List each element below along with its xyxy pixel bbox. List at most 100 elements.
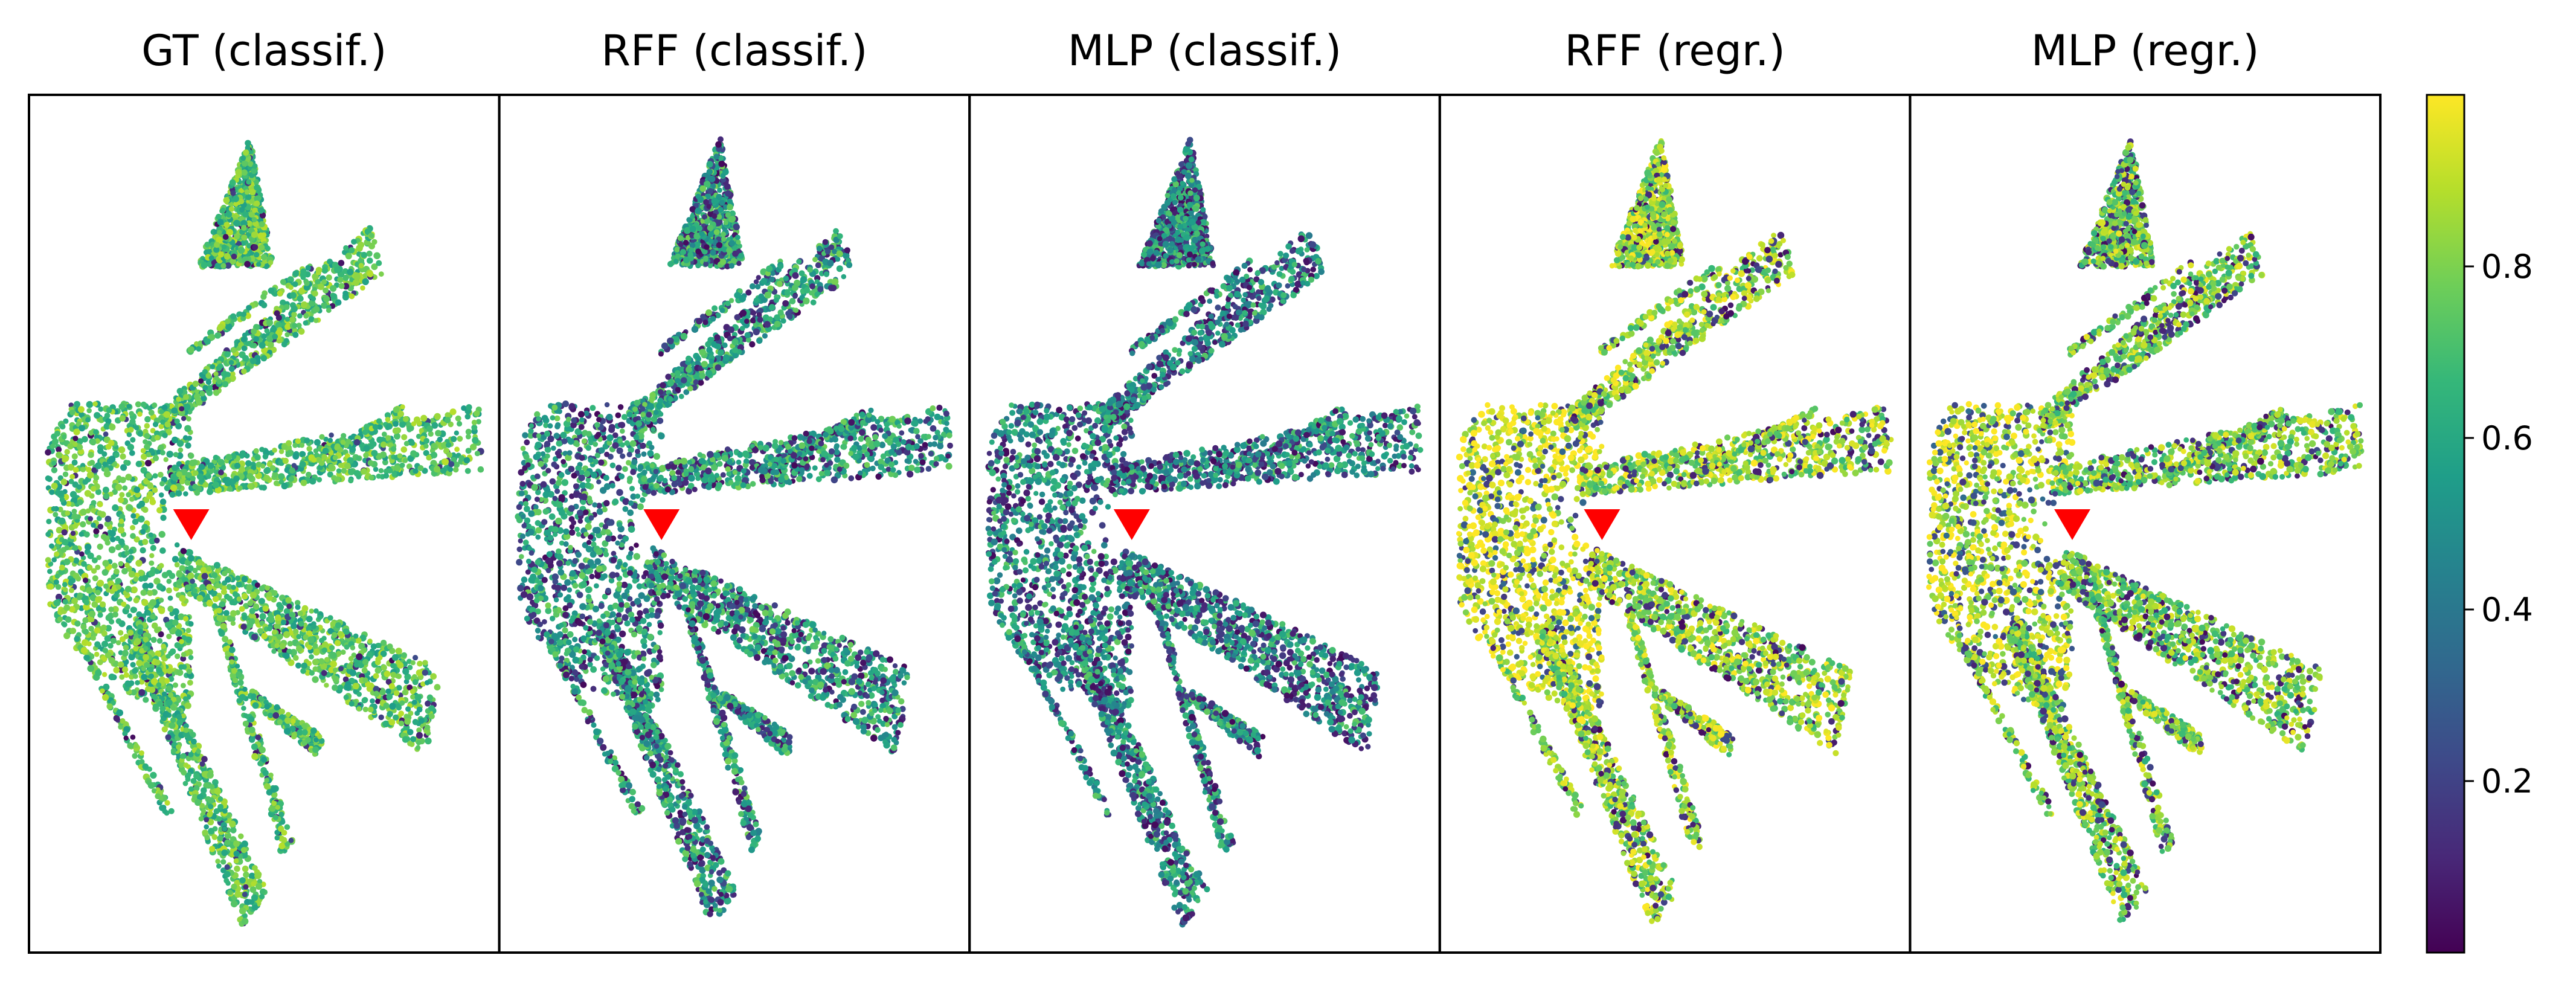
scatter-point <box>77 499 83 505</box>
scatter-point <box>423 443 429 449</box>
scatter-point <box>147 590 153 596</box>
scatter-point <box>448 461 454 467</box>
scatter-point <box>221 849 228 856</box>
scatter-point <box>251 231 258 238</box>
scatter-point <box>144 416 151 423</box>
scatter-point <box>236 698 242 704</box>
scatter-point <box>266 591 272 597</box>
scatter-point <box>135 680 140 686</box>
scatter-point <box>60 497 65 503</box>
scatter-point <box>199 816 204 822</box>
scatter-point <box>330 293 337 300</box>
scatter-point <box>272 712 279 719</box>
scatter-point <box>172 556 179 562</box>
scatter-point <box>118 538 125 545</box>
scatter-point <box>285 452 291 457</box>
scatter-point <box>225 864 230 870</box>
scatter-point <box>183 616 188 622</box>
scatter-point <box>256 462 262 468</box>
scatter-point <box>156 667 162 673</box>
scatter-point <box>237 596 242 602</box>
scatter-point <box>311 296 316 301</box>
scatter-point <box>241 234 247 240</box>
scatter-point <box>157 638 162 643</box>
scatter-point <box>239 606 245 612</box>
scatter-point <box>474 410 480 416</box>
scatter-point <box>384 671 391 677</box>
scatter-point <box>206 379 211 385</box>
scatter-point <box>466 429 472 435</box>
scatter-point <box>187 436 192 441</box>
scatter-point <box>284 332 290 338</box>
scatter-point <box>393 421 399 427</box>
scatter-point <box>103 584 109 589</box>
scatter-point <box>176 714 182 720</box>
scatter-point <box>80 467 86 472</box>
scatter-point <box>333 667 338 673</box>
scatter-point <box>224 253 231 260</box>
scatter-point <box>289 468 295 474</box>
scatter-point <box>187 573 194 579</box>
scatter-point <box>401 652 407 658</box>
scatter-point <box>162 809 167 814</box>
scatter-point <box>238 247 245 254</box>
scatter-point <box>179 565 185 571</box>
scatter-point <box>416 745 420 750</box>
scatter-point <box>296 634 301 640</box>
scatter-point <box>259 221 265 227</box>
scatter-point <box>46 519 51 524</box>
scatter-point <box>72 545 79 551</box>
scatter-point <box>164 457 169 462</box>
scatter-point <box>257 628 263 634</box>
scatter-point <box>245 453 250 458</box>
scatter-point <box>224 351 231 358</box>
scatter-point <box>239 199 244 204</box>
scatter-point <box>249 727 255 733</box>
scatter-point <box>173 452 179 457</box>
scatter-point <box>254 252 259 257</box>
scatter-point <box>242 615 248 621</box>
scatter-point <box>214 562 220 568</box>
scatter-point <box>170 648 176 654</box>
scatter-point <box>363 707 368 712</box>
scatter-point <box>217 230 222 235</box>
scatter-point <box>281 837 287 843</box>
scatter-point <box>339 283 345 289</box>
scatter-point <box>207 812 213 818</box>
scatter-point <box>176 571 182 577</box>
scatter-point <box>217 804 223 810</box>
scatter-point <box>86 509 91 514</box>
scatter-point <box>220 623 227 629</box>
scatter-point <box>155 793 161 799</box>
scatter-point <box>345 684 352 691</box>
scatter-point <box>132 519 139 526</box>
scatter-point <box>278 826 284 832</box>
scatter-point <box>268 616 274 623</box>
scatter-point <box>95 462 102 469</box>
scatter-point <box>106 407 112 413</box>
scatter-point <box>165 654 170 658</box>
scatter-point <box>45 449 51 456</box>
scatter-point <box>454 446 460 452</box>
scatter-point <box>457 436 463 442</box>
scatter-point <box>368 460 374 466</box>
scatter-point <box>88 626 94 632</box>
scatter-point <box>387 643 393 649</box>
scatter-point <box>261 633 268 640</box>
scatter-point <box>260 889 265 894</box>
scatter-point <box>118 446 126 454</box>
scatter-point <box>213 389 219 395</box>
scatter-point <box>130 606 137 613</box>
scatter-point <box>98 524 104 530</box>
scatter-point <box>96 555 101 561</box>
scatter-point <box>74 620 80 626</box>
scatter-point <box>281 483 288 489</box>
scatter-point <box>88 430 94 436</box>
scatter-point <box>254 454 260 460</box>
scatter-point <box>116 584 121 590</box>
scatter-point <box>255 735 262 741</box>
scatter-point <box>240 336 246 342</box>
scatter-point <box>110 536 116 542</box>
scatter-point <box>85 544 91 550</box>
scatter-point <box>188 452 194 458</box>
